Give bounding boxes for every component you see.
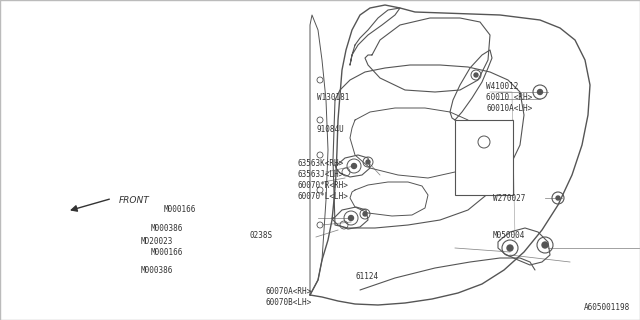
- Circle shape: [556, 196, 560, 200]
- Text: M050004: M050004: [493, 231, 525, 240]
- Text: 61124: 61124: [355, 272, 378, 281]
- Text: M000166: M000166: [163, 205, 196, 214]
- Text: M000386: M000386: [150, 224, 183, 233]
- Text: 0238S: 0238S: [250, 231, 273, 240]
- Circle shape: [363, 212, 367, 216]
- Text: 63563J<LH>: 63563J<LH>: [298, 170, 344, 179]
- Text: 60010A<LH>: 60010A<LH>: [486, 104, 532, 113]
- Circle shape: [366, 160, 370, 164]
- Text: 60070B<LH>: 60070B<LH>: [266, 298, 312, 307]
- Text: FRONT: FRONT: [118, 196, 149, 204]
- Circle shape: [538, 90, 543, 94]
- Circle shape: [351, 164, 356, 169]
- Text: 91084U: 91084U: [317, 125, 344, 134]
- Bar: [455, 120, 513, 195]
- Circle shape: [507, 245, 513, 251]
- Text: M000166: M000166: [150, 248, 183, 257]
- Text: M000386: M000386: [141, 266, 173, 275]
- Text: 63563K<RH>: 63563K<RH>: [298, 159, 344, 168]
- Circle shape: [474, 73, 478, 77]
- Text: W130181: W130181: [317, 93, 349, 102]
- Text: 60070*R<RH>: 60070*R<RH>: [298, 181, 348, 190]
- Text: W410012: W410012: [486, 82, 519, 91]
- Text: A605001198: A605001198: [584, 303, 630, 312]
- Text: MD20023: MD20023: [141, 237, 173, 246]
- Text: 60070*L<LH>: 60070*L<LH>: [298, 192, 348, 201]
- Text: W270027: W270027: [493, 194, 525, 203]
- Circle shape: [542, 242, 548, 248]
- Circle shape: [349, 215, 353, 220]
- Text: 60010 <RH>: 60010 <RH>: [486, 93, 532, 102]
- Text: 60070A<RH>: 60070A<RH>: [266, 287, 312, 296]
